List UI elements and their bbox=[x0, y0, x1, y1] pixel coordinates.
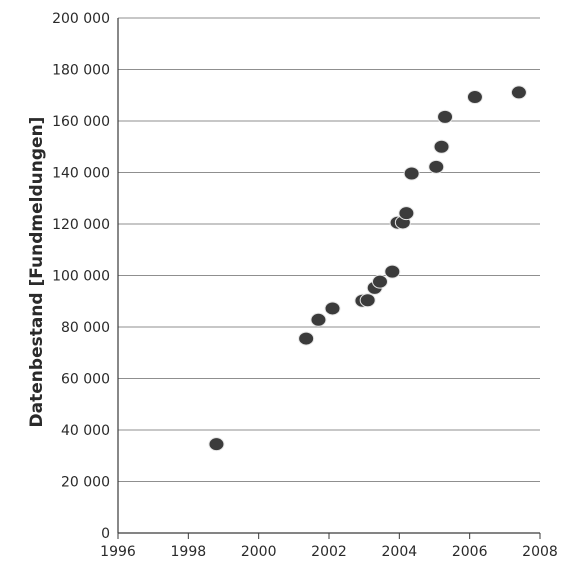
x-tick-label: 1998 bbox=[171, 544, 207, 560]
x-tick-label: 2004 bbox=[382, 544, 418, 560]
x-tick-labels: 1996 1998 2000 2002 2004 2006 2008 bbox=[100, 544, 558, 560]
data-point bbox=[359, 293, 376, 308]
data-point bbox=[310, 312, 327, 327]
y-tick-label: 100 000 bbox=[52, 269, 110, 285]
data-point bbox=[466, 90, 483, 105]
data-point bbox=[437, 109, 454, 124]
y-tick-label: 40 000 bbox=[61, 423, 110, 439]
y-tick-label: 120 000 bbox=[52, 217, 110, 233]
x-tick-label: 2002 bbox=[311, 544, 347, 560]
data-point bbox=[384, 264, 401, 279]
y-tick-label: 80 000 bbox=[61, 320, 110, 336]
x-tick-label: 1996 bbox=[100, 544, 136, 560]
y-tick-label: 160 000 bbox=[52, 114, 110, 130]
x-tick-label: 2006 bbox=[452, 544, 488, 560]
data-point bbox=[510, 85, 527, 100]
y-tick-label: 180 000 bbox=[52, 63, 110, 79]
data-point bbox=[371, 274, 388, 289]
y-tick-label: 60 000 bbox=[61, 372, 110, 388]
y-tick-label: 0 bbox=[101, 526, 110, 542]
y-tick-label: 200 000 bbox=[52, 11, 110, 27]
x-tick-label: 2008 bbox=[522, 544, 558, 560]
x-ticks bbox=[117, 533, 541, 539]
data-points bbox=[208, 85, 527, 452]
y-axis-label: Datenbestand [Fundmeldungen] bbox=[27, 117, 47, 428]
data-point bbox=[398, 206, 415, 221]
data-point bbox=[208, 437, 225, 452]
y-tick-labels: 0 20 000 40 000 60 000 80 000 100 000 120 000 1… bbox=[52, 11, 110, 542]
data-point bbox=[428, 159, 445, 174]
y-tick-label: 20 000 bbox=[61, 475, 110, 491]
y-tick-label: 140 000 bbox=[52, 166, 110, 182]
gridlines bbox=[118, 17, 540, 482]
data-point bbox=[298, 331, 315, 346]
data-point bbox=[324, 301, 341, 316]
x-tick-label: 2000 bbox=[241, 544, 277, 560]
data-point bbox=[433, 139, 450, 154]
data-point bbox=[403, 166, 420, 181]
